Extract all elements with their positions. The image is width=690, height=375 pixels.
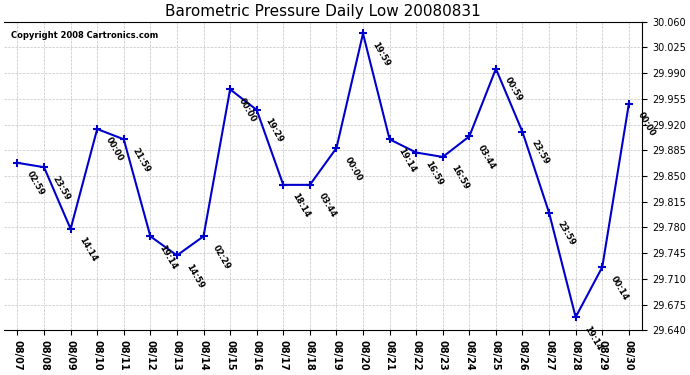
Text: 21:59: 21:59 [130,146,152,174]
Text: 00:00: 00:00 [344,155,364,182]
Text: 19:29: 19:29 [264,117,285,144]
Text: 23:59: 23:59 [556,220,577,247]
Text: 00:00: 00:00 [104,136,125,163]
Text: 14:14: 14:14 [77,236,99,264]
Text: 19:59: 19:59 [370,40,391,68]
Text: 02:59: 02:59 [24,170,46,197]
Text: 02:29: 02:29 [210,243,232,271]
Text: 03:44: 03:44 [317,192,338,219]
Text: 16:59: 16:59 [450,164,471,192]
Text: 00:00: 00:00 [635,111,657,138]
Text: 23:59: 23:59 [529,139,551,166]
Text: 03:44: 03:44 [476,143,497,171]
Text: 00:59: 00:59 [503,76,524,103]
Text: 00:00: 00:00 [237,96,258,124]
Text: 16:59: 16:59 [423,159,444,187]
Text: 19:14: 19:14 [582,324,604,352]
Text: 00:14: 00:14 [609,274,630,302]
Text: 23:59: 23:59 [51,174,72,202]
Title: Barometric Pressure Daily Low 20080831: Barometric Pressure Daily Low 20080831 [166,4,481,19]
Text: 14:59: 14:59 [184,262,205,290]
Text: Copyright 2008 Cartronics.com: Copyright 2008 Cartronics.com [10,31,158,40]
Text: 19:14: 19:14 [157,243,179,271]
Text: 18:14: 18:14 [290,192,311,219]
Text: 19:14: 19:14 [397,146,417,174]
